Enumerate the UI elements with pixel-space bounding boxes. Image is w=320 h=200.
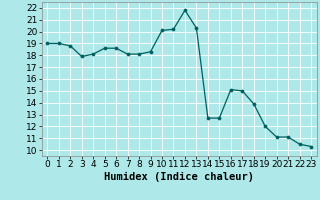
- X-axis label: Humidex (Indice chaleur): Humidex (Indice chaleur): [104, 172, 254, 182]
